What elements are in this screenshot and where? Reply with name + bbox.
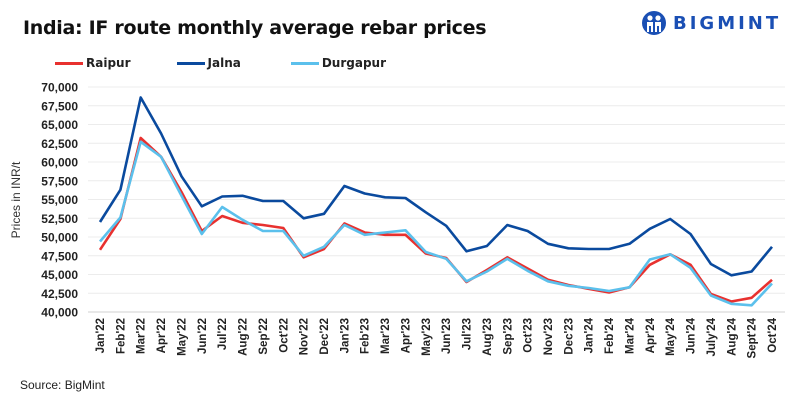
legend-label: Durgapur (321, 56, 387, 70)
x-tick-label: May'24 (665, 317, 677, 356)
y-tick-label: 52,500 (41, 212, 78, 226)
y-tick-label: 50,000 (41, 231, 78, 245)
y-tick-label: 67,500 (41, 99, 78, 113)
legend-swatch (176, 61, 205, 65)
x-tick-label: Jul'22 (217, 318, 229, 350)
legend-item-durgapur: Durgapur (290, 56, 387, 70)
legend-swatch (290, 61, 319, 65)
y-tick-label: 70,000 (41, 81, 78, 95)
x-tick-label: Mar'22 (136, 318, 148, 354)
x-tick-label: Oct'22 (278, 318, 290, 353)
y-tick-label: 62,500 (41, 137, 78, 151)
source-note: Source: BigMint (20, 378, 105, 392)
x-tick-label: Feb'22 (115, 318, 127, 354)
x-tick-label: Nov'22 (299, 318, 311, 355)
x-tick-label: Feb'23 (360, 318, 372, 354)
series-line-jalna (98, 96, 774, 277)
x-tick-label: Aug'23 (482, 318, 494, 356)
legend-item-raipur: Raipur (55, 56, 131, 70)
chart-title: India: IF route monthly average rebar pr… (23, 17, 487, 39)
y-tick-label: 45,000 (41, 268, 78, 282)
x-tick-label: Jan'23 (339, 318, 351, 353)
x-tick-label: Jun'24 (686, 317, 698, 354)
x-tick-label: Jan'24 (584, 317, 596, 353)
x-tick-label: July'24 (706, 317, 718, 356)
x-tick-label: Mar'24 (624, 317, 636, 354)
logo-text: BIGMINT (673, 12, 782, 34)
y-axis-label: Prices in INR/t (9, 161, 23, 238)
y-tick-label: 65,000 (41, 118, 78, 132)
x-tick-label: Aug'22 (238, 318, 250, 356)
x-tick-label: Jun'23 (441, 318, 453, 354)
x-tick-label: Feb'24 (604, 317, 616, 354)
x-tick-label: Apr'23 (400, 318, 412, 353)
y-tick-label: 57,500 (41, 174, 78, 188)
x-tick-label: Oct'23 (523, 318, 535, 353)
x-tick-label: Oct'24 (767, 317, 779, 352)
y-tick-label: 42,500 (41, 287, 78, 301)
x-tick-label: Sep'23 (502, 318, 514, 355)
x-tick-label: Apr'24 (645, 317, 657, 353)
x-tick-label: Sept'24 (747, 317, 759, 358)
x-tick-label: Sep'22 (258, 318, 270, 355)
series-line-durgapur (99, 140, 773, 307)
x-tick-label: Aug'24 (726, 317, 738, 355)
y-tick-label: 55,000 (41, 193, 78, 207)
x-tick-label: May'22 (176, 318, 188, 356)
x-tick-label: May'23 (421, 318, 433, 356)
y-tick-label: 40,000 (41, 306, 78, 320)
legend-label: Jalna (207, 56, 241, 70)
logo: BIGMINT (641, 10, 781, 36)
x-tick-label: Nov'23 (543, 318, 555, 355)
x-tick-label: Jul'23 (462, 318, 474, 350)
x-tick-label: Dec'22 (319, 318, 331, 355)
y-tick-label: 47,500 (41, 249, 78, 263)
bigmint-people-icon (642, 11, 666, 35)
x-tick-label: Jan'22 (95, 318, 107, 353)
y-tick-label: 60,000 (41, 156, 78, 170)
legend-label: Raipur (86, 56, 131, 70)
x-tick-label: Apr'22 (156, 318, 168, 353)
x-tick-label: Jun'22 (197, 318, 209, 354)
x-tick-label: Dec'23 (563, 318, 575, 355)
legend: Raipur Jalna Durgapur (55, 56, 410, 70)
x-tick-label: Mar'23 (380, 318, 392, 354)
legend-swatch (55, 61, 83, 65)
legend-item-jalna: Jalna (176, 56, 241, 70)
